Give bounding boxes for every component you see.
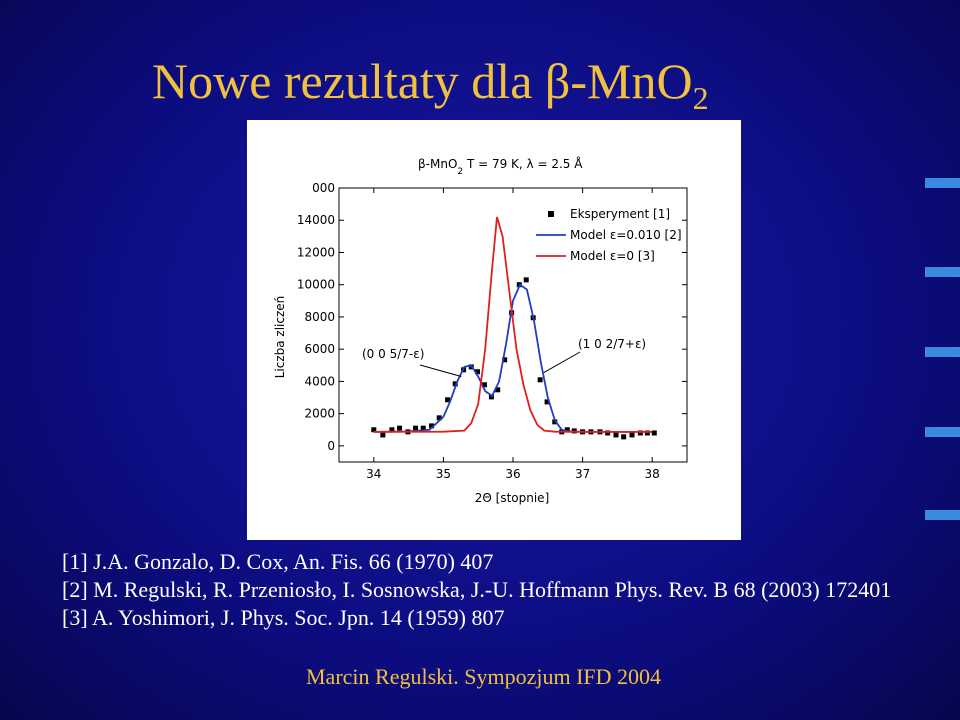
y-tick-label: 8000 (304, 310, 335, 324)
y-tick-label: 14000 (297, 213, 335, 227)
legend-label: Model ε=0 [3] (570, 249, 655, 263)
data-point (523, 277, 529, 283)
data-point (629, 432, 635, 438)
y-tick-label: 12000 (297, 245, 335, 259)
reference: [2] M. Regulski, R. Przeniosło, I. Sosno… (62, 577, 892, 602)
x-tick-label: 38 (645, 467, 660, 481)
footer: Marcin Regulski. Sympozjum IFD 2004 (306, 664, 662, 689)
decor (925, 178, 960, 188)
data-point (397, 425, 403, 431)
data-point (481, 382, 487, 388)
chart-box: β-MnO2 T = 79 K, λ = 2.5 Å 2Θ [stopnie] … (247, 120, 741, 540)
y-tick-label: 4000 (304, 374, 335, 388)
chart: β-MnO2 T = 79 K, λ = 2.5 Å 2Θ [stopnie] … (273, 156, 688, 505)
y-tick-label: 2000 (304, 407, 335, 421)
reference: [3] A. Yoshimori, J. Phys. Soc. Jpn. 14 … (62, 605, 505, 630)
data-point (436, 415, 442, 421)
x-tick-label: 36 (505, 467, 520, 481)
decor (925, 510, 960, 520)
decor (925, 427, 960, 437)
annotation: (1 0 2/7+ε) (578, 337, 646, 351)
data-point (621, 434, 627, 440)
data-point (420, 425, 426, 431)
model-line (373, 216, 653, 433)
data-point (429, 423, 435, 429)
y-tick-label: 6000 (304, 342, 335, 356)
references: [1] J.A. Gonzalo, D. Cox, An. Fis. 66 (1… (62, 548, 891, 632)
legend-label: Model ε=0.010 [2] (570, 228, 682, 242)
y-axis-label: Liczba zliczeń (273, 296, 287, 379)
annotation: (0 0 5/7-ε) (362, 347, 424, 361)
data-point (605, 430, 611, 436)
annotation-arrow (543, 351, 581, 374)
data-point (389, 427, 395, 433)
data-point (380, 432, 386, 438)
x-axis-label: 2Θ [stopnie] (475, 491, 550, 505)
data-point (644, 430, 650, 436)
data-point (564, 427, 570, 433)
data-point (502, 357, 508, 363)
reference: [1] J.A. Gonzalo, D. Cox, An. Fis. 66 (1… (62, 549, 494, 574)
x-tick-label: 34 (366, 467, 381, 481)
data-point (537, 377, 543, 383)
data-point (452, 381, 458, 387)
data-point (552, 419, 558, 425)
data-point (651, 430, 657, 436)
legend-label: Eksperyment [1] (570, 207, 670, 221)
data-point (544, 399, 550, 405)
legend-marker (548, 211, 554, 217)
data-point (488, 394, 494, 400)
decor (925, 267, 960, 277)
data-point (613, 432, 619, 438)
data-point (637, 430, 643, 436)
model-line (373, 283, 653, 433)
y-tick-label: 10000 (297, 278, 335, 292)
data-point (371, 427, 377, 433)
data-point (413, 425, 419, 431)
x-tick-label: 37 (575, 467, 590, 481)
slide-title: Nowe rezultaty dla β-MnO2 (152, 53, 709, 116)
annotation-arrow (419, 364, 462, 377)
data-point (475, 369, 481, 375)
decor (925, 347, 960, 357)
y-tick-label: 0 (327, 439, 335, 453)
data-point (445, 397, 451, 403)
y-tick-label: 000 (312, 181, 335, 195)
data-point (495, 387, 501, 393)
chart-title: β-MnO2 T = 79 K, λ = 2.5 Å (418, 156, 583, 177)
x-tick-label: 35 (436, 467, 451, 481)
